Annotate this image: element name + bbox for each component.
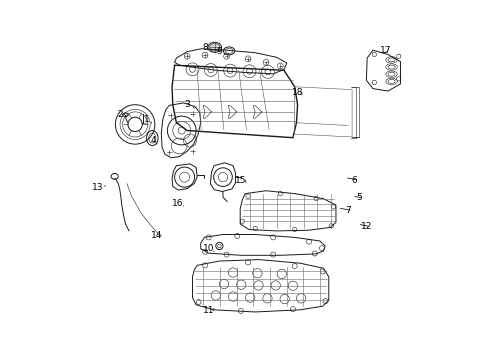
Text: 14: 14 — [151, 231, 162, 240]
Ellipse shape — [207, 42, 221, 52]
Text: 18: 18 — [291, 87, 303, 96]
Text: 7: 7 — [345, 206, 351, 215]
Text: 12: 12 — [360, 222, 371, 231]
Text: 4: 4 — [151, 136, 156, 145]
Text: 11: 11 — [203, 306, 214, 315]
Text: 13: 13 — [92, 183, 103, 192]
Text: 1: 1 — [144, 114, 149, 123]
Text: 16: 16 — [172, 199, 183, 208]
Text: 3: 3 — [184, 100, 190, 109]
Text: 10: 10 — [203, 244, 214, 253]
Text: 8: 8 — [202, 43, 207, 52]
Text: 2: 2 — [117, 110, 122, 119]
Text: 9: 9 — [216, 47, 222, 56]
Text: 6: 6 — [350, 176, 356, 185]
Text: 17: 17 — [380, 46, 391, 55]
Text: 5: 5 — [356, 193, 362, 202]
Text: 15: 15 — [235, 176, 246, 185]
